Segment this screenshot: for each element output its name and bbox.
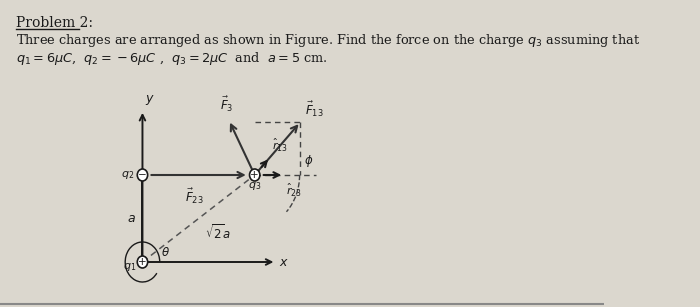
Text: $\hat{r}_{13}$: $\hat{r}_{13}$: [272, 137, 288, 154]
Circle shape: [137, 169, 148, 181]
Text: $q_1 = 6\mu C$,  $q_2 = -6\mu C$ ,  $q_3 = 2\mu C$  and  $a = 5$ cm.: $q_1 = 6\mu C$, $q_2 = -6\mu C$ , $q_3 =…: [15, 50, 327, 67]
Circle shape: [249, 169, 260, 181]
Text: $\vec{F}_{23}$: $\vec{F}_{23}$: [185, 187, 204, 206]
Text: $\vec{F}_{13}$: $\vec{F}_{13}$: [304, 100, 323, 119]
Text: $\vec{F}_3$: $\vec{F}_3$: [220, 95, 234, 114]
Text: $\theta$: $\theta$: [162, 246, 170, 258]
Circle shape: [137, 256, 148, 268]
Text: Problem 2:: Problem 2:: [15, 16, 92, 30]
Text: $\sqrt{2}a$: $\sqrt{2}a$: [206, 223, 231, 242]
Text: $\hat{r}_{23}$: $\hat{r}_{23}$: [286, 182, 302, 199]
Text: $q_2$: $q_2$: [121, 169, 134, 181]
Text: +: +: [251, 170, 259, 180]
Text: +: +: [138, 257, 147, 267]
Text: $\phi$: $\phi$: [304, 153, 314, 169]
Text: $x$: $x$: [279, 257, 288, 270]
Text: $q_1$: $q_1$: [123, 261, 136, 273]
Text: $y$: $y$: [145, 93, 155, 107]
Text: Three charges are arranged as shown in Figure. Find the force on the charge $q_3: Three charges are arranged as shown in F…: [15, 32, 640, 49]
Text: $a$: $a$: [127, 212, 136, 225]
Text: $q_3$: $q_3$: [248, 180, 261, 192]
Text: −: −: [138, 170, 147, 180]
